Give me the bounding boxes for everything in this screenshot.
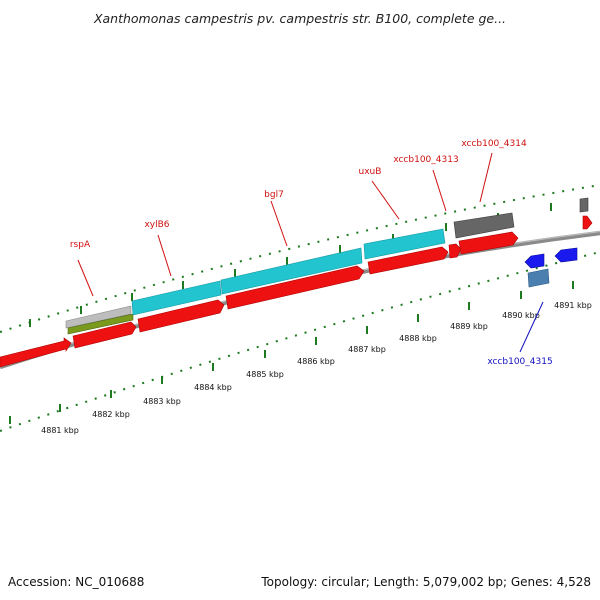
kbp-tick-label: 4885 kbp <box>246 370 284 379</box>
outer-tick-track <box>0 184 600 333</box>
forward-genes[interactable] <box>0 215 593 368</box>
gene-label[interactable]: rspA <box>70 240 91 250</box>
pseudo-feature[interactable] <box>579 197 589 213</box>
kbp-tick-label: 4882 kbp <box>92 410 130 419</box>
gene-arrow[interactable] <box>367 246 449 275</box>
kbp-scale: 4881 kbp 4882 kbp 4883 kbp 4884 kbp 4885 kbp… <box>41 301 592 435</box>
reverse-genes[interactable] <box>524 247 578 269</box>
gene-label[interactable]: uxuB <box>359 167 382 177</box>
gene-arrow[interactable] <box>137 299 225 333</box>
kbp-tick-label: 4888 kbp <box>399 334 437 343</box>
gene-arrow[interactable] <box>524 253 545 269</box>
kbp-tick-label: 4891 kbp <box>554 301 592 310</box>
gene-arrow[interactable] <box>458 231 519 255</box>
label-leaders <box>77 152 544 353</box>
gene-label[interactable]: xccb100_4313 <box>393 155 458 165</box>
cds-feature[interactable] <box>363 228 446 260</box>
cds-feature[interactable] <box>131 280 222 316</box>
kbp-tick-label: 4886 kbp <box>297 357 335 366</box>
kbp-tick-label: 4883 kbp <box>143 397 181 406</box>
gene-label[interactable]: bgl7 <box>264 190 284 200</box>
genome-backbone-highlight <box>0 230 600 367</box>
kbp-tick-label: 4884 kbp <box>194 383 232 392</box>
rrna-feature[interactable] <box>67 313 134 335</box>
kbp-tick-label: 4889 kbp <box>450 322 488 331</box>
kbp-tick-label: 4890 kbp <box>502 311 540 320</box>
kbp-tick-label: 4881 kbp <box>41 426 79 435</box>
genome-backbone <box>0 230 600 370</box>
kbp-tick-label: 4887 kbp <box>348 345 386 354</box>
gene-arrow[interactable] <box>72 321 137 349</box>
cds-feature[interactable] <box>220 247 363 295</box>
genome-title: Xanthomonas campestris pv. campestris st… <box>93 11 507 26</box>
gene-arrow[interactable] <box>448 243 462 259</box>
gene-label[interactable]: xccb100_4314 <box>461 139 527 149</box>
gene-labels: rspA xylB6 bgl7 uxuB xccb100_4313 xccb10… <box>70 139 553 367</box>
gene-arrow[interactable] <box>225 265 365 310</box>
feature-track[interactable] <box>65 197 589 335</box>
misc-feature[interactable] <box>527 268 550 288</box>
gene-label[interactable]: xylB6 <box>144 220 169 230</box>
gene-arrow[interactable] <box>0 337 72 368</box>
gene-arrow[interactable] <box>554 247 578 263</box>
pseudo-feature[interactable] <box>453 212 515 239</box>
rrna-feature[interactable] <box>65 305 132 329</box>
gene-label[interactable]: xccb100_4315 <box>487 357 552 367</box>
gene-arrow[interactable] <box>582 215 593 230</box>
genome-summary-text: Topology: circular; Length: 5,079,002 bp… <box>261 575 591 589</box>
inner-major-ticks <box>9 281 574 424</box>
accession-text: Accession: NC_010688 <box>8 575 145 589</box>
